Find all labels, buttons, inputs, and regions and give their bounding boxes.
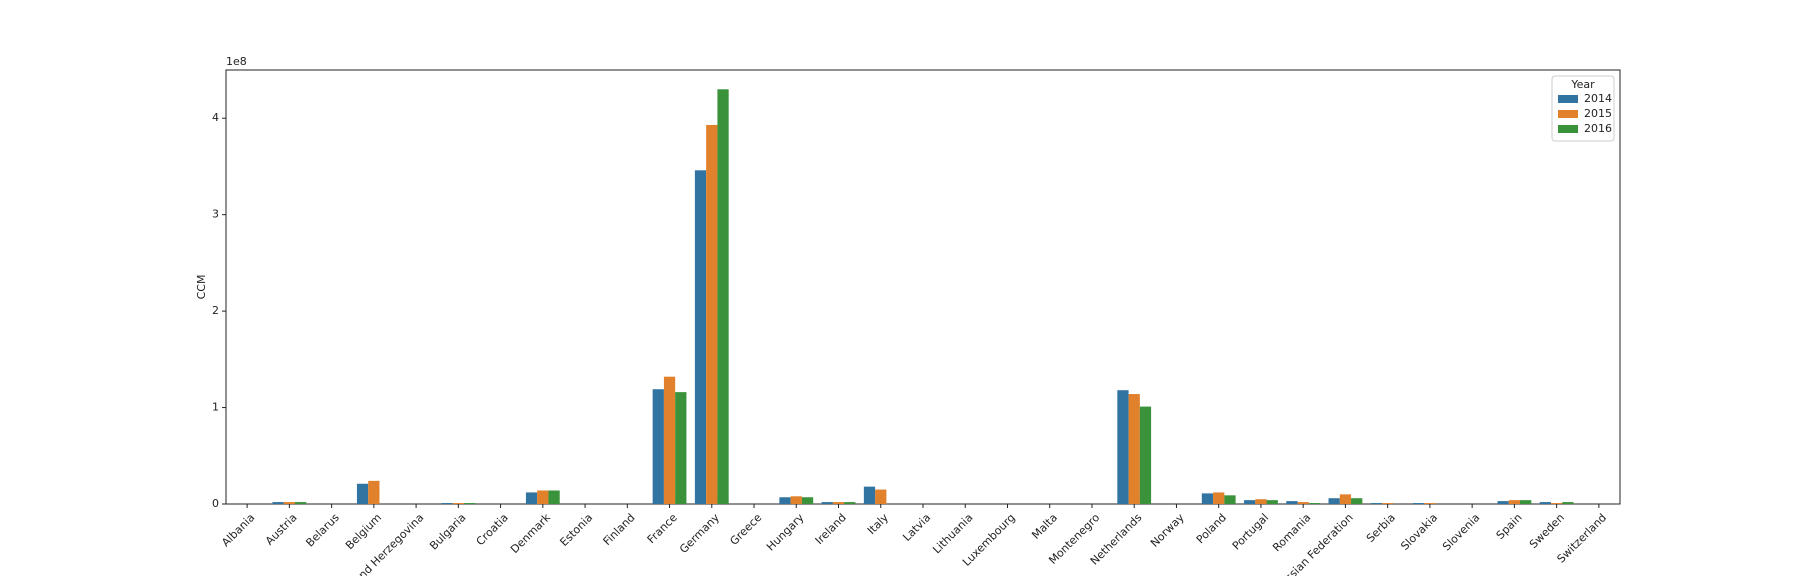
bar bbox=[272, 502, 284, 504]
x-tick-label: Hungary bbox=[764, 511, 807, 554]
x-tick-label: Germany bbox=[677, 511, 722, 556]
x-tick-label: Croatia bbox=[474, 511, 511, 548]
bar bbox=[717, 89, 729, 505]
x-tick-label: Slovakia bbox=[1398, 511, 1440, 553]
x-tick-label: Slovenia bbox=[1440, 511, 1482, 553]
x-tick-label: Austria bbox=[263, 511, 300, 548]
bar bbox=[1266, 500, 1278, 504]
bar bbox=[1139, 406, 1152, 504]
bar bbox=[283, 502, 295, 504]
bar bbox=[356, 483, 369, 504]
bar bbox=[294, 502, 307, 504]
legend-label: 2016 bbox=[1584, 122, 1612, 135]
y-tick-label: 2 bbox=[212, 304, 219, 317]
bar bbox=[1255, 499, 1267, 504]
bar bbox=[1551, 503, 1563, 504]
bar bbox=[537, 490, 549, 504]
bar bbox=[1297, 502, 1309, 504]
bar bbox=[1128, 394, 1140, 504]
bar bbox=[1370, 503, 1383, 504]
x-tick-label: Albania bbox=[219, 511, 257, 549]
x-tick-label: Latvia bbox=[900, 511, 933, 544]
bar bbox=[1201, 493, 1214, 504]
legend-swatch bbox=[1558, 110, 1578, 118]
legend-label: 2015 bbox=[1584, 107, 1612, 120]
bar bbox=[1497, 501, 1509, 504]
x-tick-label: France bbox=[645, 511, 680, 546]
bar bbox=[463, 503, 476, 504]
bar bbox=[1339, 494, 1352, 504]
bar bbox=[863, 486, 876, 504]
bar bbox=[1508, 500, 1521, 504]
bar bbox=[790, 496, 802, 504]
bar bbox=[368, 480, 380, 504]
legend-label: 2014 bbox=[1584, 92, 1612, 105]
bar bbox=[441, 503, 453, 504]
bar bbox=[694, 170, 707, 504]
x-tick-label: Ireland bbox=[813, 511, 849, 547]
bar bbox=[675, 392, 687, 504]
x-tick-label: Serbia bbox=[1364, 511, 1398, 545]
bar bbox=[779, 497, 791, 504]
bar bbox=[1382, 503, 1394, 504]
bar bbox=[706, 124, 718, 505]
bar bbox=[1308, 503, 1321, 504]
legend-swatch bbox=[1558, 125, 1578, 133]
bar bbox=[525, 492, 538, 504]
bar bbox=[1328, 498, 1340, 504]
bar bbox=[1244, 500, 1256, 504]
y-axis-label: CCM bbox=[195, 275, 208, 300]
bar bbox=[1213, 492, 1225, 504]
bar bbox=[1117, 390, 1129, 504]
bar bbox=[1413, 503, 1425, 504]
offset-label: 1e8 bbox=[226, 55, 247, 68]
y-tick-label: 1 bbox=[212, 401, 219, 414]
bar bbox=[844, 502, 856, 504]
bar bbox=[548, 490, 560, 504]
y-tick-label: 3 bbox=[212, 208, 219, 221]
legend-swatch bbox=[1558, 95, 1578, 103]
x-tick-label: Malta bbox=[1029, 511, 1060, 542]
x-tick-label: Denmark bbox=[508, 511, 553, 556]
bar bbox=[663, 376, 676, 504]
bar bbox=[652, 389, 664, 504]
x-tick-label: Poland bbox=[1194, 511, 1229, 546]
x-tick-label: Finland bbox=[601, 511, 638, 548]
x-tick-label: Belgium bbox=[343, 511, 384, 552]
x-tick-label: Portugal bbox=[1230, 511, 1271, 552]
x-tick-label: Bulgaria bbox=[427, 511, 468, 552]
y-tick-label: 0 bbox=[212, 497, 219, 510]
bar bbox=[1286, 501, 1298, 504]
bar bbox=[1562, 502, 1574, 504]
bar bbox=[1224, 495, 1236, 504]
bar bbox=[1539, 502, 1552, 504]
bar bbox=[1424, 503, 1436, 504]
y-tick-label: 4 bbox=[212, 111, 219, 124]
bar bbox=[452, 503, 464, 504]
bar bbox=[1351, 498, 1363, 504]
x-tick-label: Spain bbox=[1494, 511, 1525, 542]
x-tick-label: Sweden bbox=[1527, 511, 1567, 551]
bar bbox=[821, 502, 833, 504]
x-tick-label: Greece bbox=[727, 511, 764, 548]
legend-box bbox=[1551, 75, 1615, 142]
bar bbox=[801, 497, 814, 504]
x-tick-label: Norway bbox=[1148, 511, 1187, 550]
x-tick-label: Estonia bbox=[557, 511, 595, 549]
x-tick-label: Lithuania bbox=[930, 511, 975, 556]
x-tick-label: Romania bbox=[1270, 511, 1313, 554]
bar bbox=[832, 502, 845, 504]
legend-title: Year bbox=[1570, 78, 1595, 91]
bar bbox=[875, 489, 887, 504]
bar bbox=[1520, 500, 1532, 504]
plot-frame bbox=[225, 69, 1621, 505]
x-tick-label: Italy bbox=[865, 511, 891, 537]
x-tick-label: Belarus bbox=[303, 511, 342, 550]
